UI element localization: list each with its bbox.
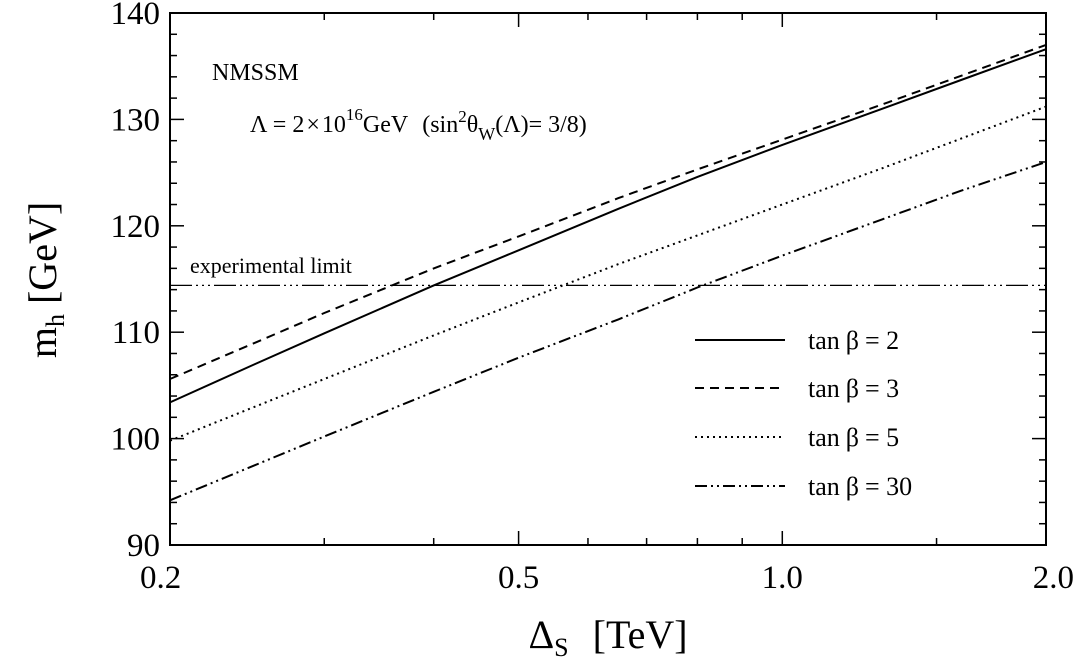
plot-frame: [169, 12, 1047, 546]
y-axis-label-main: m: [20, 327, 65, 358]
cutoff-annotation: Λ = 2×1016GeV (sin2θW(Λ)= 3/8): [250, 105, 587, 144]
cutoff-theta-sub: W: [478, 124, 495, 144]
legend-symbol-tanb-30: β: [846, 472, 859, 501]
tick-labels: 90 100 110 120 130 140 0.2 0.5 1.0 2.0: [111, 0, 1075, 596]
cutoff-exponent: 16: [346, 105, 363, 124]
y-tick-label-120: 120: [111, 209, 161, 245]
y-tick-label-140: 140: [111, 0, 161, 32]
series-line-1: [169, 48, 1047, 404]
legend-prefix-tanb-5: tan: [808, 423, 840, 452]
cutoff-sq: 2: [458, 107, 467, 126]
legend-label-tanb-3: tan β = 3: [808, 374, 899, 403]
x-axis-label-unit: [TeV]: [593, 612, 688, 657]
experimental-limit-label: experimental limit: [190, 253, 352, 278]
x-tick-label-2: 2.0: [1033, 560, 1074, 596]
legend-prefix-tanb-30: tan: [808, 472, 840, 501]
y-axis-label: mh [GeV]: [20, 202, 70, 358]
legend-prefix-tanb-3: tan: [808, 374, 840, 403]
legend-symbol-tanb-5: β: [846, 423, 859, 452]
legend-value-tanb-3: = 3: [865, 374, 899, 403]
model-annotation: NMSSM: [212, 60, 299, 86]
legend-value-tanb-30: = 30: [865, 472, 912, 501]
y-tick-label-110: 110: [112, 315, 160, 351]
cutoff-paren-close: (Λ)= 3/8): [495, 112, 587, 138]
x-tick-label-0-2: 0.2: [140, 560, 181, 596]
legend-value-tanb-5: = 5: [865, 423, 899, 452]
x-axis-label: ΔS [TeV]: [528, 612, 687, 657]
x-tick-label-0-5: 0.5: [498, 560, 539, 596]
x-axis-label-sub: S: [554, 633, 568, 657]
legend-prefix-tanb-2: tan: [808, 326, 840, 355]
cutoff-unit: GeV: [363, 112, 409, 138]
legend-label-tanb-5: tan β = 5: [808, 423, 899, 452]
y-tick-label-100: 100: [111, 422, 161, 458]
legend-label-tanb-30: tan β = 30: [808, 472, 912, 501]
cutoff-paren-open: (sin: [422, 112, 458, 138]
series-line-3: [169, 105, 1047, 442]
y-tick-label-90: 90: [127, 528, 160, 564]
y-axis-label-unit: [GeV]: [20, 202, 65, 304]
series-line-4: [169, 161, 1047, 502]
y-tick-label-130: 130: [111, 102, 161, 138]
y-axis-label-sub: h: [41, 314, 70, 327]
legend-label-tanb-2: tan β = 2: [808, 326, 899, 355]
legend: tan β = 2 tan β = 3 tan β = 5 tan β = 30: [695, 326, 912, 501]
series-line-2: [169, 43, 1047, 380]
legend-symbol-tanb-3: β: [846, 374, 859, 403]
series-lines: [169, 43, 1047, 502]
cutoff-theta: θ: [467, 112, 479, 138]
legend-value-tanb-2: = 2: [865, 326, 899, 355]
x-axis-label-main: Δ: [528, 612, 554, 657]
cutoff-lambda: Λ = 2: [250, 112, 304, 138]
cutoff-times: ×: [306, 112, 320, 138]
cutoff-ten: 10: [322, 112, 346, 138]
x-tick-label-1: 1.0: [762, 560, 803, 596]
legend-symbol-tanb-2: β: [846, 326, 859, 355]
